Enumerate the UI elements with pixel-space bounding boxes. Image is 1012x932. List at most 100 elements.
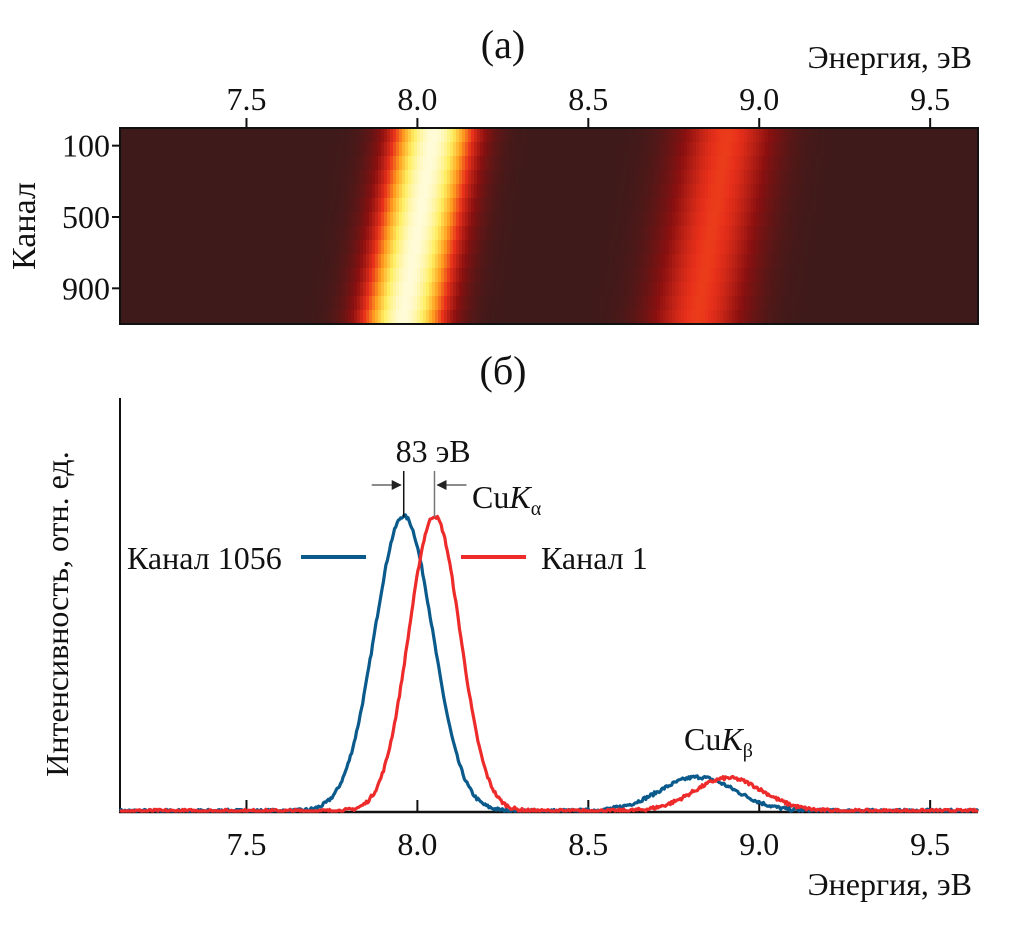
heatmap-cell xyxy=(159,240,163,255)
heatmap-ylabel: Канал xyxy=(6,182,43,270)
heatmap-cell xyxy=(555,296,559,311)
heatmap-cell xyxy=(321,128,325,143)
heatmap-cell xyxy=(261,282,265,297)
heatmap-cell xyxy=(402,296,406,311)
heatmap-cell xyxy=(219,142,223,157)
heatmap-cell xyxy=(468,128,472,143)
heatmap-cell xyxy=(972,156,976,171)
heatmap-cell xyxy=(300,296,304,311)
heatmap-cell xyxy=(480,212,484,227)
heatmap-cell xyxy=(741,254,745,269)
heatmap-cell xyxy=(825,170,829,185)
heatmap-cell xyxy=(207,310,211,325)
heatmap-cell xyxy=(792,212,796,227)
heatmap-cell xyxy=(528,254,532,269)
heatmap-cell xyxy=(741,156,745,171)
heatmap-cell xyxy=(357,142,361,157)
heatmap-cell xyxy=(369,268,373,283)
heatmap-cell xyxy=(378,198,382,213)
heatmap-cell xyxy=(333,170,337,185)
heatmap-cell xyxy=(483,156,487,171)
heatmap-cell xyxy=(279,128,283,143)
heatmap-cell xyxy=(225,282,229,297)
heatmap-cell xyxy=(369,254,373,269)
heatmap-cell xyxy=(972,170,976,185)
heatmap-cell xyxy=(384,310,388,325)
heatmap-cell xyxy=(837,184,841,199)
heatmap-cell xyxy=(450,226,454,241)
heatmap-cell xyxy=(726,212,730,227)
heatmap-cell xyxy=(360,184,364,199)
heatmap-cell xyxy=(372,226,376,241)
heatmap-cell xyxy=(135,254,139,269)
heatmap-cell xyxy=(504,310,508,325)
heatmap-cell xyxy=(123,226,127,241)
heatmap-cell xyxy=(903,254,907,269)
heatmap-cell xyxy=(738,156,742,171)
heatmap-cell xyxy=(348,296,352,311)
heatmap-cell xyxy=(321,254,325,269)
heatmap-cell xyxy=(294,184,298,199)
heatmap-cell xyxy=(576,240,580,255)
heatmap-cell xyxy=(963,142,967,157)
heatmap-cell xyxy=(582,142,586,157)
heatmap-cell xyxy=(912,156,916,171)
heatmap-cell xyxy=(357,310,361,325)
heatmap-cell xyxy=(354,128,358,143)
heatmap-cell xyxy=(468,310,472,325)
heatmap-cell xyxy=(138,156,142,171)
heatmap-cell xyxy=(369,128,373,143)
heatmap-cell xyxy=(411,170,415,185)
heatmap-cell xyxy=(132,296,136,311)
heatmap-cell xyxy=(201,282,205,297)
heatmap-cell xyxy=(645,170,649,185)
heatmap-cell xyxy=(231,296,235,311)
heatmap-cell xyxy=(573,212,577,227)
heatmap-cell xyxy=(330,254,334,269)
heatmap-cell xyxy=(240,268,244,283)
heatmap-cell xyxy=(594,226,598,241)
heatmap-cell xyxy=(684,268,688,283)
heatmap-cell xyxy=(852,142,856,157)
heatmap-cell xyxy=(555,184,559,199)
heatmap-cell xyxy=(672,170,676,185)
heatmap-cell xyxy=(609,184,613,199)
heatmap-cell xyxy=(852,226,856,241)
heatmap-cell xyxy=(540,128,544,143)
heatmap-cell xyxy=(825,254,829,269)
heatmap-cell xyxy=(195,226,199,241)
heatmap-cell xyxy=(501,296,505,311)
heatmap-cell xyxy=(723,156,727,171)
heatmap-cell xyxy=(501,268,505,283)
heatmap-cell xyxy=(813,142,817,157)
heatmap-cell xyxy=(342,128,346,143)
heatmap-cell xyxy=(849,170,853,185)
heatmap-cell xyxy=(690,170,694,185)
heatmap-cell xyxy=(729,310,733,325)
heatmap-cell xyxy=(663,184,667,199)
heatmap-cell xyxy=(567,240,571,255)
heatmap-cell xyxy=(702,184,706,199)
heatmap-cell xyxy=(555,156,559,171)
heatmap-cell xyxy=(630,254,634,269)
heatmap-cell xyxy=(618,254,622,269)
heatmap-cell xyxy=(894,184,898,199)
heatmap-cell xyxy=(948,296,952,311)
heatmap-cell xyxy=(543,240,547,255)
heatmap-cell xyxy=(666,240,670,255)
heatmap-cell xyxy=(723,142,727,157)
heatmap-cell xyxy=(486,296,490,311)
heatmap-cell xyxy=(369,184,373,199)
heatmap-cell xyxy=(375,226,379,241)
heatmap-cell xyxy=(552,128,556,143)
heatmap-cell xyxy=(597,212,601,227)
heatmap-cell xyxy=(546,212,550,227)
heatmap-cell xyxy=(867,142,871,157)
heatmap-cell xyxy=(894,170,898,185)
heatmap-cell xyxy=(507,212,511,227)
heatmap-cell xyxy=(150,212,154,227)
heatmap-cell xyxy=(711,128,715,143)
heatmap-cell xyxy=(345,184,349,199)
heatmap-cell xyxy=(129,170,133,185)
heatmap-cell xyxy=(948,170,952,185)
